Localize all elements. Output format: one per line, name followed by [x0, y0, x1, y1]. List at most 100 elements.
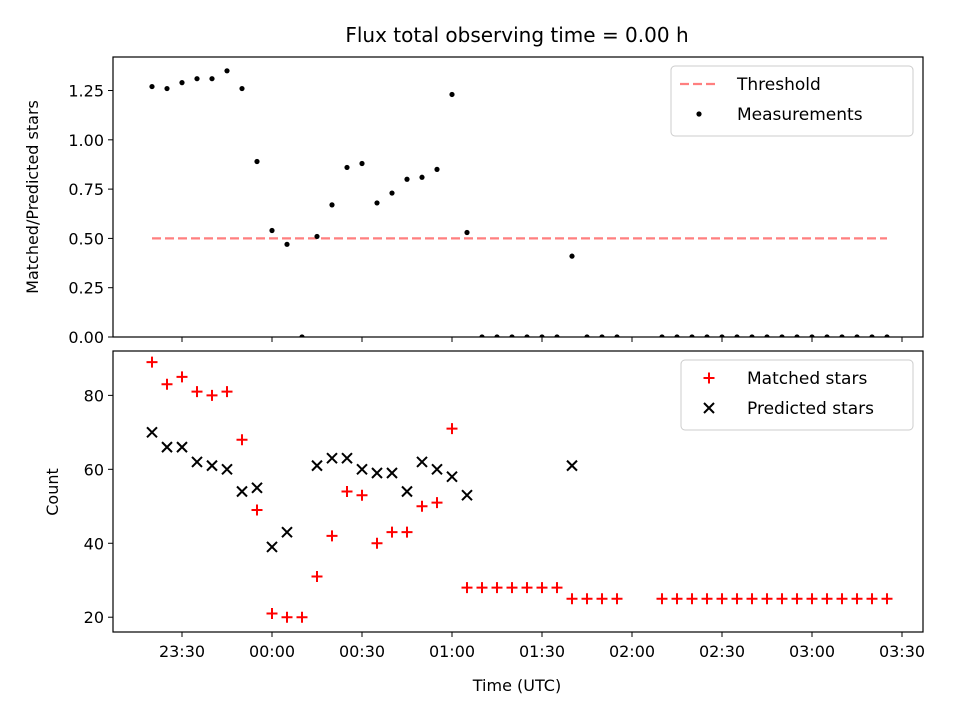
- bottom-matched-stars-point: [431, 497, 443, 509]
- top-axes-frame: [112, 56, 924, 338]
- bottom-predicted-stars-point: [341, 452, 353, 464]
- top-measurements-point: [434, 166, 440, 172]
- bottom-matched-stars-point: [746, 593, 758, 605]
- top-measurements-point: [494, 334, 500, 337]
- bottom-y-tick-label: 60: [84, 460, 104, 479]
- bottom-matched-stars-point: [251, 504, 263, 516]
- top-measurements-point: [209, 76, 215, 82]
- bottom-matched-stars-point: [236, 434, 248, 446]
- bottom-predicted-stars-point: [401, 485, 413, 498]
- top-measurements-point: [659, 334, 665, 337]
- x-tick-label: 00:30: [339, 642, 385, 661]
- bottom-matched-stars-point: [851, 593, 863, 605]
- bottom-matched-stars-point: [566, 593, 578, 605]
- bottom-predicted-stars-point: [431, 463, 443, 476]
- bottom-matched-stars-point: [191, 386, 203, 398]
- bottom-legend: Matched stars Predicted stars: [680, 359, 914, 431]
- top-measurements-point: [779, 334, 785, 337]
- bottom-predicted-stars-point: [221, 463, 233, 476]
- bottom-predicted-stars-point: [371, 467, 383, 479]
- x-tick-label: 00:00: [249, 642, 295, 661]
- top-measurements-point: [704, 334, 710, 337]
- bottom-matched-stars-point: [326, 530, 338, 542]
- bottom-matched-stars-point: [551, 582, 563, 594]
- bottom-matched-stars-point: [656, 593, 668, 605]
- bottom-matched-stars-point: [461, 582, 473, 594]
- top-measurements-point: [254, 158, 260, 165]
- bottom-matched-stars-point: [806, 593, 818, 605]
- bottom-matched-stars-point: [266, 608, 278, 620]
- x-tick-label: 01:00: [429, 642, 475, 661]
- bottom-matched-stars-point: [296, 611, 308, 623]
- bottom-matched-stars-point: [176, 371, 188, 383]
- top-measurements-point: [284, 241, 290, 247]
- bottom-predicted-stars-point: [251, 482, 263, 494]
- top-legend-label: Measurements: [737, 105, 863, 125]
- bottom-predicted-stars-point: [161, 441, 173, 453]
- top-measurements-point: [449, 91, 455, 98]
- top-y-axis-label: Matched/Predicted stars: [23, 100, 42, 294]
- top-measurements-point: [794, 334, 800, 337]
- x-tick-label: 03:30: [879, 642, 925, 661]
- bottom-matched-stars-point: [356, 489, 368, 501]
- bottom-matched-stars-point: [761, 593, 773, 605]
- bottom-predicted-stars-point: [326, 452, 338, 464]
- bottom-matched-stars-point: [386, 526, 398, 538]
- bottom-matched-stars-point: [701, 593, 713, 605]
- bottom-matched-stars-point: [821, 593, 833, 605]
- bottom-matched-stars-point: [446, 423, 458, 435]
- top-measurements-point: [554, 334, 560, 337]
- top-measurements-point: [404, 176, 410, 182]
- bottom-predicted-stars-point: [146, 426, 158, 439]
- top-measurements-point: [884, 334, 890, 337]
- bottom-matched-stars-point: [311, 571, 323, 583]
- bottom-predicted-stars-point: [356, 463, 368, 476]
- bottom-matched-stars-point: [686, 593, 698, 605]
- bottom-matched-stars-point: [146, 356, 158, 368]
- bottom-matched-stars-point: [596, 593, 608, 605]
- bottom-matched-stars-point: [221, 386, 233, 398]
- top-y-tick-label: 1.25: [68, 82, 104, 101]
- top-measurements-point: [299, 334, 305, 337]
- bottom-legend-marker: [703, 372, 715, 384]
- top-measurements-point: [599, 334, 605, 337]
- bottom-matched-stars-point: [536, 582, 548, 594]
- top-y-tick-label: 0.75: [68, 180, 104, 199]
- top-measurements-point: [179, 80, 185, 86]
- top-measurements-point: [674, 334, 680, 337]
- bottom-predicted-stars-point: [416, 456, 428, 468]
- bottom-matched-stars-point: [491, 582, 503, 594]
- top-measurements-point: [239, 85, 245, 92]
- bottom-matched-stars-point: [581, 593, 593, 605]
- top-measurements-point: [869, 334, 875, 337]
- top-measurements-point: [389, 190, 395, 196]
- top-measurements-point: [479, 334, 485, 337]
- bottom-matched-stars-point: [881, 593, 893, 605]
- bottom-matched-stars-point: [476, 582, 488, 594]
- bottom-matched-stars-point: [416, 500, 428, 512]
- top-measurements-point: [329, 202, 335, 208]
- bottom-legend-marker: [703, 402, 715, 414]
- top-legend-marker: [696, 111, 702, 117]
- bottom-matched-stars-point: [836, 593, 848, 605]
- bottom-predicted-stars-point: [446, 471, 458, 483]
- top-measurements-point: [419, 174, 425, 180]
- bottom-predicted-stars-point: [176, 441, 188, 453]
- top-measurements-point: [194, 76, 200, 82]
- top-y-tick-label: 1.00: [68, 131, 104, 150]
- top-measurements-point: [314, 233, 320, 240]
- bottom-y-tick-label: 40: [84, 534, 104, 553]
- x-axis-label: Time (UTC): [472, 676, 561, 695]
- top-measurements-point: [539, 334, 545, 337]
- bottom-matched-stars-point: [731, 593, 743, 605]
- bottom-matched-stars-point: [716, 593, 728, 605]
- top-measurements-point: [509, 334, 515, 337]
- top-measurements-point: [749, 334, 755, 337]
- top-measurements-point: [224, 68, 230, 74]
- top-measurements-point: [149, 83, 155, 90]
- top-measurements-point: [359, 160, 365, 167]
- top-measurements-point: [764, 334, 770, 337]
- bottom-predicted-stars-point: [206, 459, 218, 472]
- top-y-tick-label: 0.25: [68, 279, 104, 298]
